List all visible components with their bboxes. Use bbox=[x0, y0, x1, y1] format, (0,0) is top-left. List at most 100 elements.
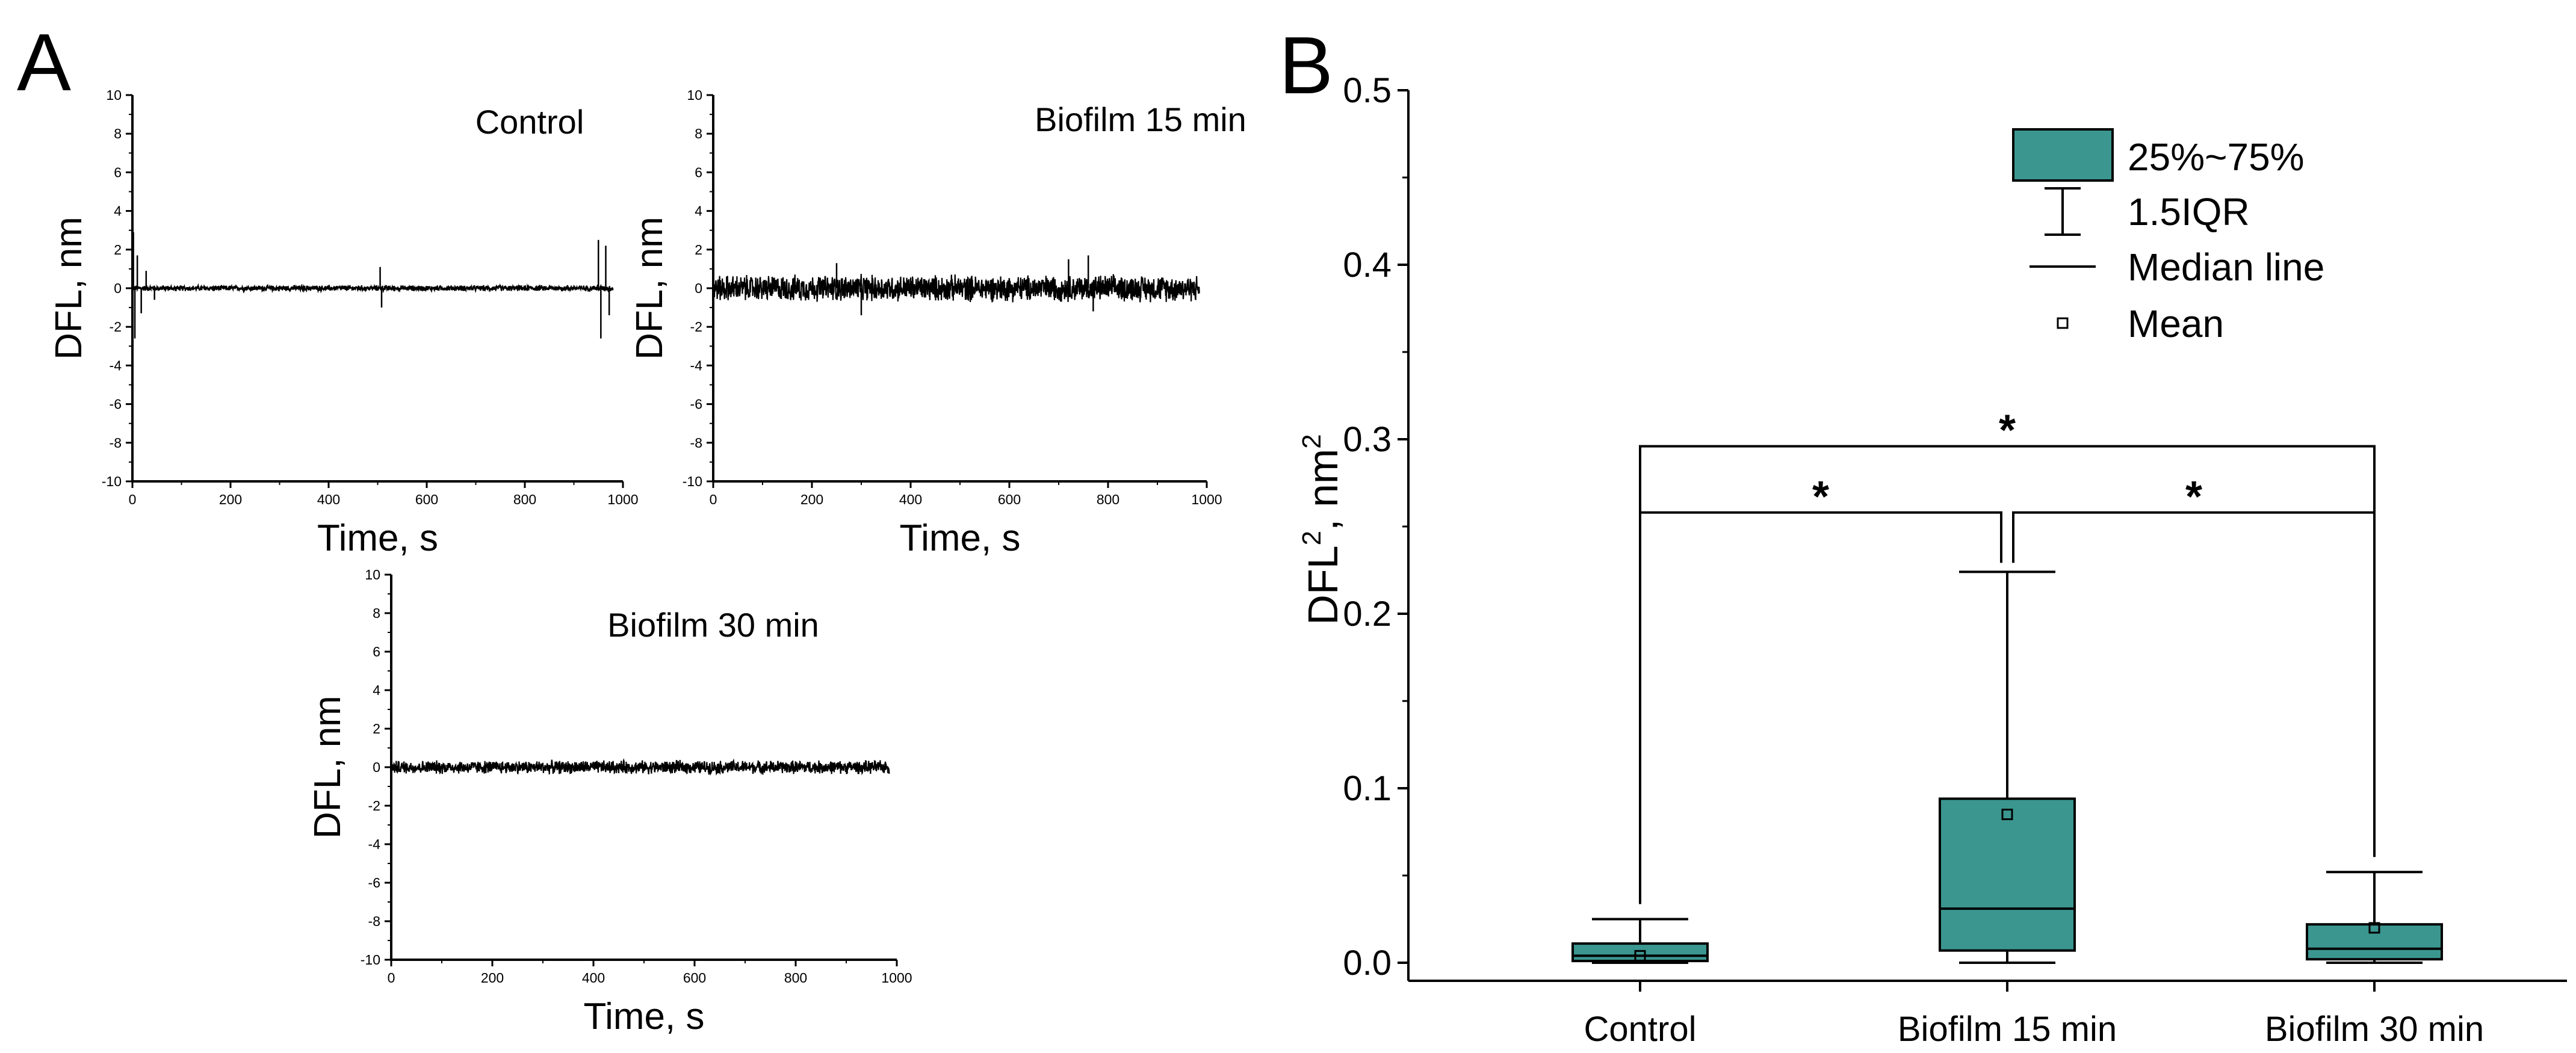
category-label: Biofilm 15 min bbox=[1898, 1010, 2117, 1049]
y-label-superscript: 2 bbox=[1297, 434, 1327, 448]
y-tick-label: 0 bbox=[114, 280, 122, 296]
y-tick-label: -8 bbox=[110, 435, 122, 451]
y-tick-label: 0 bbox=[695, 280, 702, 296]
x-tick-label: 600 bbox=[998, 492, 1021, 507]
y-tick-label: 4 bbox=[114, 203, 122, 219]
x-axis-label: Time, s bbox=[900, 517, 1021, 559]
x-tick-label: 400 bbox=[582, 970, 605, 986]
y-tick-label: 0.2 bbox=[1343, 594, 1392, 634]
y-tick-label: -6 bbox=[368, 875, 380, 891]
y-tick-label: 2 bbox=[695, 242, 702, 258]
y-tick-label: -10 bbox=[683, 474, 702, 489]
box-group: Biofilm 30 min bbox=[2265, 871, 2484, 1049]
box-iqr bbox=[1571, 942, 1709, 963]
y-tick-label: 2 bbox=[373, 721, 380, 736]
y-tick-label: -6 bbox=[690, 397, 702, 412]
x-tick-label: 1000 bbox=[881, 970, 912, 986]
y-axis-label: DFL, nm bbox=[307, 696, 348, 839]
box-iqr bbox=[2306, 923, 2443, 961]
y-axis-label: DFL2, nm2 bbox=[1297, 434, 1346, 625]
y-tick-label: -2 bbox=[110, 319, 122, 335]
category-label: Control bbox=[1584, 1010, 1697, 1049]
y-tick-label: 8 bbox=[114, 126, 122, 141]
x-axis-label: Time, s bbox=[584, 996, 705, 1037]
x-tick-label: 400 bbox=[899, 492, 922, 507]
y-tick-label: -8 bbox=[368, 913, 380, 929]
mean-marker bbox=[2001, 809, 2013, 820]
x-tick-label: 800 bbox=[1097, 492, 1119, 507]
y-tick-label: 2 bbox=[114, 242, 122, 258]
category-label: Biofilm 30 min bbox=[2265, 1010, 2484, 1049]
legend-box-swatch bbox=[2012, 128, 2114, 182]
mean-marker bbox=[2368, 922, 2380, 934]
signal-trace bbox=[132, 283, 614, 294]
bracket-line bbox=[2012, 511, 2376, 857]
signal-trace bbox=[712, 274, 1200, 303]
x-axis-label: Time, s bbox=[317, 517, 438, 559]
y-label-base: DFL bbox=[1299, 545, 1346, 625]
box-group: Biofilm 15 min bbox=[1898, 570, 2117, 1049]
x-tick-label: 0 bbox=[710, 492, 717, 507]
y-tick-label: 0.1 bbox=[1343, 769, 1392, 808]
y-tick-label: 6 bbox=[373, 644, 380, 659]
panel-label-a: A bbox=[17, 17, 71, 108]
significance-star: * bbox=[1999, 407, 2016, 455]
y-tick-label: 8 bbox=[373, 605, 380, 621]
mean-marker bbox=[1634, 950, 1646, 962]
y-tick-label: 4 bbox=[695, 203, 702, 219]
y-tick-label: 0.5 bbox=[1343, 71, 1392, 110]
significance-star: * bbox=[2185, 473, 2202, 521]
legend-label: 1.5IQR bbox=[2128, 190, 2250, 233]
y-tick-label: -2 bbox=[690, 319, 702, 335]
x-tick-label: 0 bbox=[129, 492, 137, 507]
y-tick-label: -4 bbox=[690, 357, 703, 373]
y-tick-label: 10 bbox=[106, 87, 122, 103]
panel-label-b: B bbox=[1279, 20, 1333, 111]
y-tick-label: -6 bbox=[110, 397, 122, 412]
legend: 25%~75% 1.5IQR Median line Mean bbox=[2012, 128, 2324, 345]
legend-mean-swatch bbox=[2057, 317, 2069, 329]
y-tick-label: 8 bbox=[695, 126, 702, 141]
trace-title: Biofilm 15 min bbox=[1035, 100, 1246, 138]
x-tick-label: 1000 bbox=[1191, 492, 1222, 507]
x-tick-label: 800 bbox=[784, 970, 807, 986]
x-tick-label: 800 bbox=[513, 492, 536, 507]
y-label-unit: , nm bbox=[1299, 449, 1346, 531]
x-tick-label: 200 bbox=[219, 492, 242, 507]
bracket-line bbox=[1639, 511, 2002, 904]
y-tick-label: -4 bbox=[368, 836, 381, 852]
y-axis-label: DFL, nm bbox=[629, 217, 670, 360]
y-tick-label: -2 bbox=[368, 798, 380, 814]
legend-label: Median line bbox=[2128, 245, 2324, 289]
x-tick-label: 600 bbox=[415, 492, 438, 507]
y-tick-label: 10 bbox=[687, 87, 702, 103]
x-tick-label: 200 bbox=[800, 492, 823, 507]
y-tick-label: 4 bbox=[373, 682, 380, 698]
y-tick-label: -4 bbox=[110, 357, 122, 373]
trace-chart-2: -10 -8 -6 -4 -2 0 2 4 6 8 10 0 200 400 600 800 1000 Time,… bbox=[629, 87, 1246, 559]
bracket-line bbox=[1639, 445, 2376, 513]
y-tick-label: -8 bbox=[690, 435, 702, 451]
y-tick-label: 0 bbox=[373, 759, 380, 775]
x-tick-label: 600 bbox=[683, 970, 706, 986]
x-tick-label: 400 bbox=[317, 492, 340, 507]
x-tick-label: 0 bbox=[388, 970, 395, 986]
y-tick-label: -10 bbox=[102, 474, 122, 489]
y-tick-label: 6 bbox=[114, 164, 122, 180]
y-tick-label: 0.0 bbox=[1343, 943, 1392, 983]
legend-label: 25%~75% bbox=[2128, 135, 2305, 179]
box-group: Control bbox=[1571, 918, 1709, 1049]
y-label-superscript: 2 bbox=[1297, 531, 1327, 545]
x-tick-label: 200 bbox=[481, 970, 504, 986]
significance-bracket: * bbox=[1639, 407, 2376, 513]
signal-trace bbox=[390, 758, 890, 776]
legend-label: Mean bbox=[2128, 302, 2224, 345]
significance-bracket: * bbox=[2012, 473, 2376, 857]
box-iqr bbox=[1939, 797, 2076, 952]
significance-bracket: * bbox=[1639, 473, 2002, 904]
significance-star: * bbox=[1812, 473, 1829, 521]
y-tick-label: -10 bbox=[361, 952, 380, 968]
